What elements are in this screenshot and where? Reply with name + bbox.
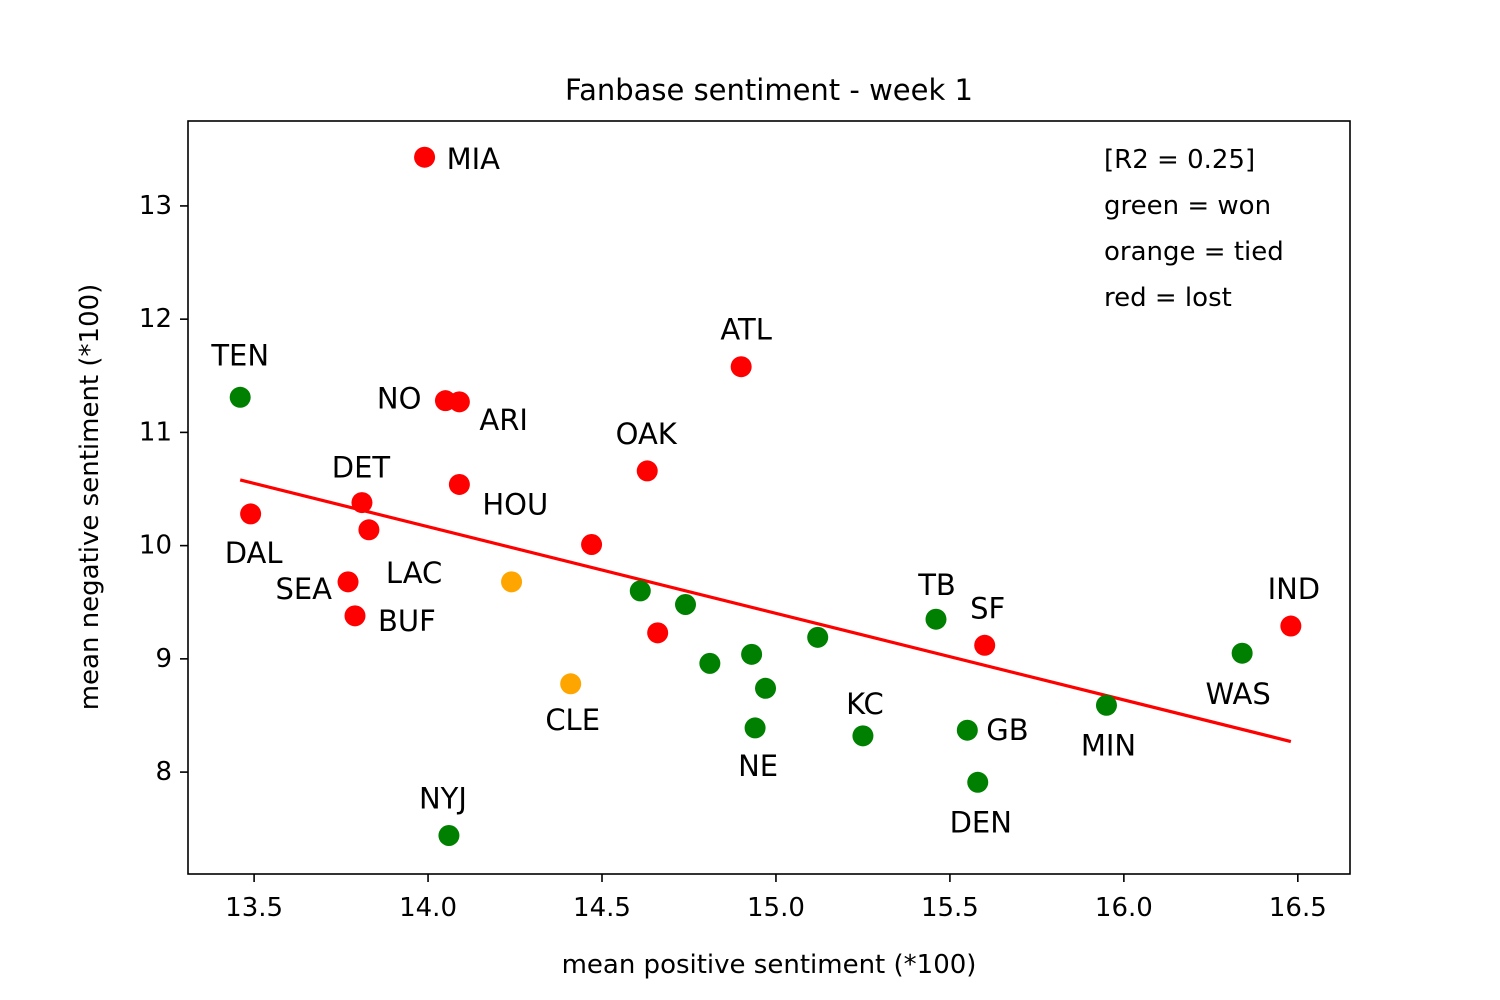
point-label-ind: IND bbox=[1268, 572, 1321, 606]
trend-line bbox=[239, 478, 1292, 744]
x-tick-label: 14.5 bbox=[573, 893, 631, 923]
data-point-ne bbox=[744, 717, 766, 739]
x-tick-label: 15.0 bbox=[747, 893, 805, 923]
data-point-gb bbox=[956, 719, 978, 741]
point-label-ne: NE bbox=[738, 749, 778, 783]
x-axis-label: mean positive sentiment (*100) bbox=[562, 950, 977, 980]
point-label-sf: SF bbox=[970, 591, 1005, 625]
data-point-den bbox=[967, 771, 989, 793]
point-label-mia: MIA bbox=[447, 142, 501, 176]
point-label-was: WAS bbox=[1205, 677, 1270, 711]
data-point-dal bbox=[240, 503, 262, 525]
y-tick-label: 11 bbox=[139, 417, 172, 447]
annotation-lost: red = lost bbox=[1104, 283, 1232, 313]
data-point-atl bbox=[730, 356, 752, 378]
point-label-det: DET bbox=[332, 451, 391, 485]
point-label-sea: SEA bbox=[275, 572, 332, 606]
data-point-12 bbox=[501, 571, 523, 593]
chart-title: Fanbase sentiment - week 1 bbox=[565, 73, 973, 107]
data-point-18 bbox=[647, 622, 669, 644]
data-point-lac bbox=[358, 519, 380, 541]
point-label-no: NO bbox=[377, 382, 422, 416]
y-tick-label: 13 bbox=[139, 191, 172, 221]
data-point-10 bbox=[581, 533, 603, 555]
y-tick-label: 8 bbox=[155, 757, 172, 787]
data-point-14 bbox=[675, 594, 697, 616]
legend-annotation: [R2 = 0.25] green = won orange = tied re… bbox=[1104, 145, 1284, 313]
data-point-was bbox=[1231, 642, 1253, 664]
point-label-lac: LAC bbox=[386, 556, 442, 590]
point-label-gb: GB bbox=[986, 713, 1028, 747]
annotation-r2: [R2 = 0.25] bbox=[1104, 145, 1255, 175]
x-tick-label: 16.0 bbox=[1095, 893, 1153, 923]
data-point-ten bbox=[229, 386, 251, 408]
point-label-tb: TB bbox=[917, 568, 956, 602]
data-point-tb bbox=[925, 608, 947, 630]
data-point-mia bbox=[414, 146, 436, 168]
data-point-kc bbox=[852, 725, 874, 747]
data-point-hou bbox=[448, 473, 470, 495]
data-point-det bbox=[351, 492, 373, 514]
x-tick-label: 13.5 bbox=[225, 893, 283, 923]
annotation-tied: orange = tied bbox=[1104, 237, 1284, 267]
point-label-hou: HOU bbox=[482, 487, 548, 521]
data-point-13 bbox=[629, 580, 651, 602]
data-point-25 bbox=[755, 677, 777, 699]
data-point-cle bbox=[560, 673, 582, 695]
point-label-ari: ARI bbox=[479, 403, 528, 437]
y-tick-label: 10 bbox=[139, 531, 172, 561]
point-label-oak: OAK bbox=[616, 417, 678, 451]
x-tick-label: 14.0 bbox=[399, 893, 457, 923]
x-tick-label: 15.5 bbox=[921, 893, 979, 923]
data-point-nyj bbox=[438, 825, 460, 847]
y-tick-label: 12 bbox=[139, 304, 172, 334]
data-point-buf bbox=[344, 605, 366, 627]
point-label-dal: DAL bbox=[225, 536, 283, 570]
data-point-min bbox=[1095, 694, 1117, 716]
data-point-23 bbox=[699, 652, 721, 674]
point-label-ten: TEN bbox=[210, 338, 269, 372]
point-label-kc: KC bbox=[846, 687, 884, 721]
plot-area-frame bbox=[187, 120, 1351, 875]
point-label-cle: CLE bbox=[545, 703, 600, 737]
data-point-ind bbox=[1280, 615, 1302, 637]
point-label-buf: BUF bbox=[378, 604, 436, 638]
point-label-nyj: NYJ bbox=[419, 782, 467, 816]
data-point-sea bbox=[337, 571, 359, 593]
y-axis-label: mean negative sentiment (*100) bbox=[75, 284, 105, 711]
data-point-22 bbox=[741, 643, 763, 665]
point-label-atl: ATL bbox=[720, 313, 771, 347]
y-tick-label: 9 bbox=[155, 644, 172, 674]
data-point-19 bbox=[807, 626, 829, 648]
point-label-min: MIN bbox=[1081, 728, 1136, 762]
annotation-won: green = won bbox=[1104, 191, 1271, 221]
data-point-sf bbox=[974, 634, 996, 656]
data-point-oak bbox=[636, 460, 658, 482]
x-tick-label: 16.5 bbox=[1269, 893, 1327, 923]
point-label-den: DEN bbox=[950, 805, 1012, 839]
data-point-ari bbox=[448, 391, 470, 413]
